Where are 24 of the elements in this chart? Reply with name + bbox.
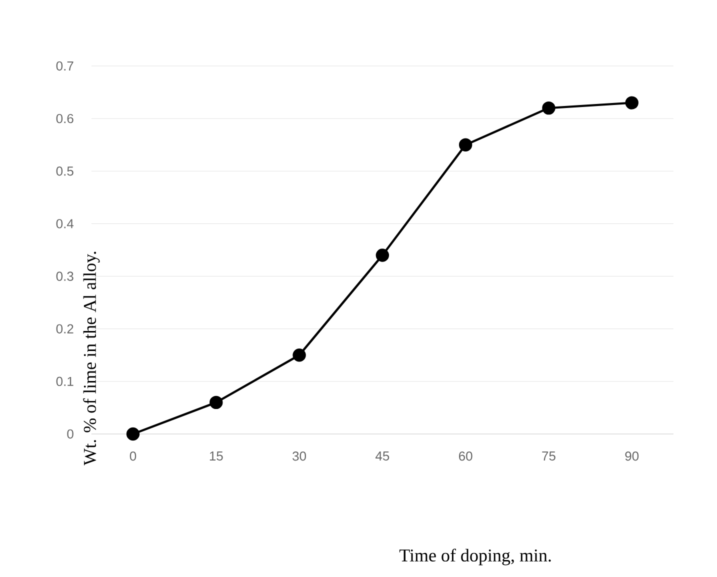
x-tick-label: 75 xyxy=(542,452,556,461)
point xyxy=(210,396,223,410)
y-tick-label: 0.4 xyxy=(56,219,74,228)
y-tick-label: 0.2 xyxy=(56,324,74,334)
point xyxy=(542,101,556,115)
x-tick-label: 60 xyxy=(459,452,472,461)
y-tick-label: 0 xyxy=(67,429,74,439)
point xyxy=(292,348,306,362)
y-tick-label: 0.6 xyxy=(56,114,74,124)
x-tick-label: 30 xyxy=(292,452,306,461)
y-tick-label: 0.5 xyxy=(56,166,74,176)
point xyxy=(126,427,140,441)
y-tick-label: 0.7 xyxy=(56,61,74,71)
point xyxy=(458,138,472,152)
y-tick-label: 0.3 xyxy=(56,272,74,281)
y-axis-title: Wt. % of lime in the Al alloy. xyxy=(83,252,100,466)
point xyxy=(625,96,638,110)
x-tick-label: 15 xyxy=(210,452,223,461)
x-axis-title: Time of doping, min. xyxy=(399,548,551,566)
point xyxy=(376,248,390,262)
x-tick-label: 90 xyxy=(625,452,639,461)
x-tick-label: 0 xyxy=(130,452,136,461)
y-tick-label: 0.1 xyxy=(56,376,74,386)
x-tick-label: 45 xyxy=(376,452,390,461)
